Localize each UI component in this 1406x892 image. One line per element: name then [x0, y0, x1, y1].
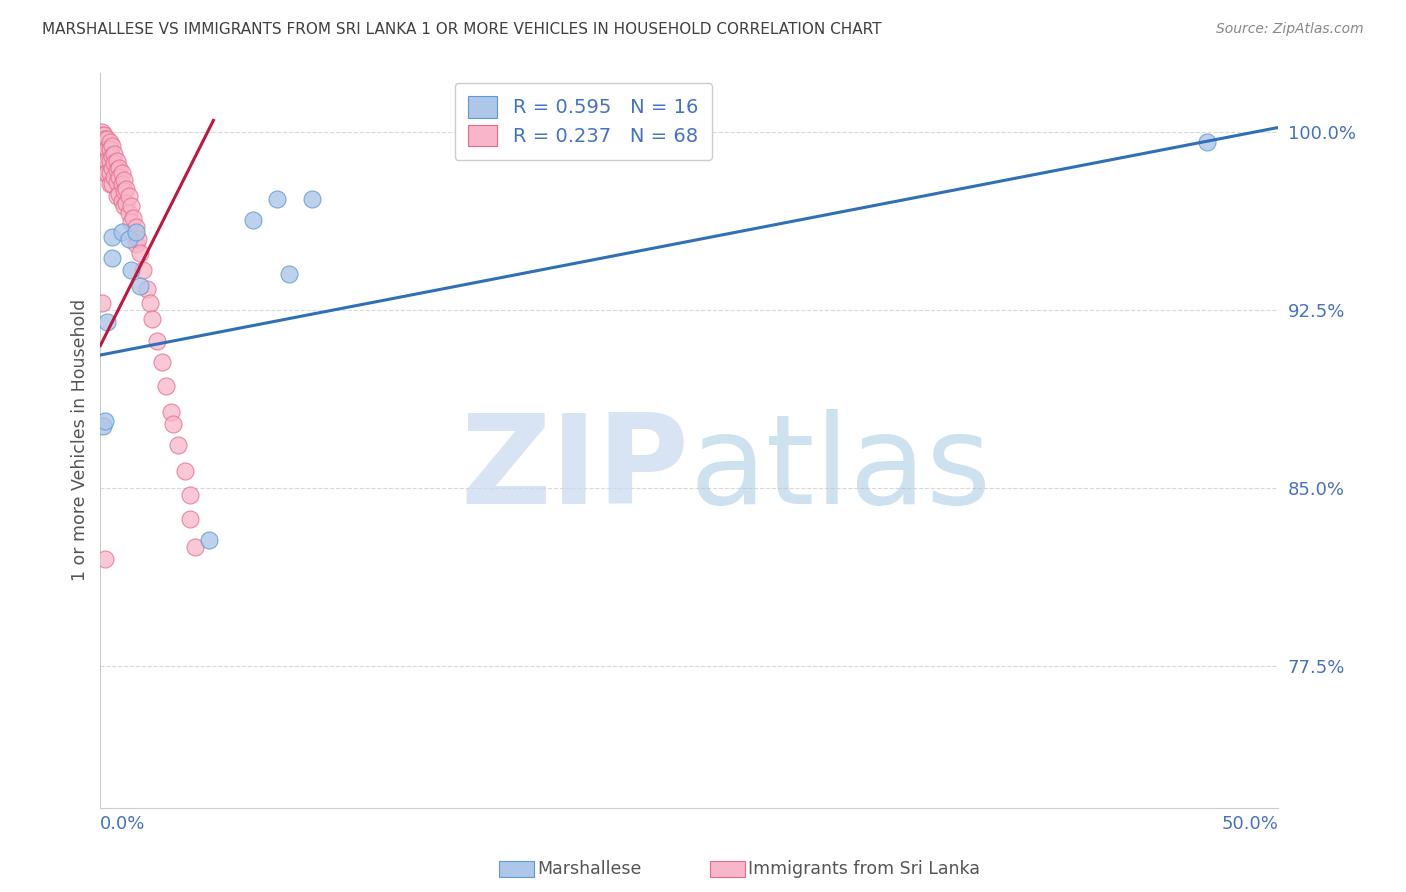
Point: [120, 199, 142, 213]
Point: [98, 142, 121, 156]
Point: [179, 511, 201, 525]
Point: [108, 170, 131, 185]
Text: 50.0%: 50.0%: [1222, 815, 1278, 833]
Point: [129, 279, 152, 293]
Point: [101, 149, 124, 163]
Point: [101, 178, 124, 192]
Point: [94, 165, 117, 179]
Text: 0.0%: 0.0%: [100, 815, 146, 833]
Point: [98, 153, 121, 168]
Point: [101, 161, 124, 175]
Point: [101, 251, 124, 265]
Point: [117, 189, 139, 203]
Point: [93, 137, 115, 152]
Point: [110, 165, 132, 179]
Point: [125, 220, 148, 235]
Point: [96, 165, 118, 179]
Point: [98, 165, 121, 179]
Point: [94, 552, 117, 566]
Point: [94, 414, 117, 428]
Point: [91, 132, 114, 146]
Point: [93, 128, 115, 142]
Point: [90, 125, 112, 139]
Point: [115, 182, 138, 196]
Point: [167, 438, 190, 452]
Point: [136, 282, 159, 296]
Point: [139, 296, 162, 310]
Point: [125, 236, 148, 251]
Point: [129, 246, 152, 260]
Point: [91, 419, 114, 434]
Point: [112, 185, 135, 199]
Point: [120, 262, 142, 277]
Point: [127, 232, 149, 246]
Point: [112, 172, 135, 186]
Point: [94, 142, 117, 156]
Point: [98, 135, 121, 149]
Point: [141, 312, 163, 326]
Point: [115, 196, 138, 211]
Point: [103, 170, 125, 185]
Point: [1197, 135, 1219, 149]
Point: [96, 132, 118, 146]
Text: Marshallese: Marshallese: [537, 860, 641, 878]
Text: atlas: atlas: [689, 409, 991, 530]
Point: [108, 186, 131, 201]
Point: [91, 142, 114, 156]
Point: [105, 175, 128, 189]
Point: [98, 178, 121, 192]
Point: [96, 315, 118, 329]
Point: [277, 268, 299, 282]
Point: [146, 334, 169, 348]
Text: MARSHALLESE VS IMMIGRANTS FROM SRI LANKA 1 OR MORE VEHICLES IN HOUSEHOLD CORRELA: MARSHALLESE VS IMMIGRANTS FROM SRI LANKA…: [42, 22, 882, 37]
Point: [91, 128, 114, 142]
Point: [155, 379, 177, 393]
Point: [110, 225, 132, 239]
Point: [162, 417, 184, 431]
Point: [183, 540, 205, 554]
Point: [110, 178, 132, 192]
Point: [103, 146, 125, 161]
Point: [301, 192, 323, 206]
Point: [266, 192, 288, 206]
Point: [122, 211, 145, 225]
Point: [108, 161, 131, 175]
Point: [105, 163, 128, 178]
Legend: R = 0.595   N = 16, R = 0.237   N = 68: R = 0.595 N = 16, R = 0.237 N = 68: [454, 83, 711, 160]
Point: [132, 262, 155, 277]
Text: Source: ZipAtlas.com: Source: ZipAtlas.com: [1216, 22, 1364, 37]
Point: [105, 189, 128, 203]
Point: [94, 132, 117, 146]
Point: [101, 139, 124, 153]
Point: [90, 296, 112, 310]
Point: [120, 215, 142, 229]
Point: [112, 199, 135, 213]
Point: [110, 194, 132, 208]
Point: [94, 153, 117, 168]
Point: [101, 229, 124, 244]
Point: [96, 153, 118, 168]
Point: [197, 533, 219, 547]
Point: [150, 355, 173, 369]
Point: [96, 142, 118, 156]
Point: [125, 225, 148, 239]
Point: [160, 405, 183, 419]
Point: [179, 488, 201, 502]
Point: [103, 156, 125, 170]
Text: ZIP: ZIP: [461, 409, 689, 530]
Y-axis label: 1 or more Vehicles in Household: 1 or more Vehicles in Household: [72, 299, 89, 582]
Text: Immigrants from Sri Lanka: Immigrants from Sri Lanka: [748, 860, 980, 878]
Point: [105, 153, 128, 168]
Point: [91, 153, 114, 168]
Point: [93, 146, 115, 161]
Point: [174, 464, 197, 478]
Point: [117, 206, 139, 220]
Point: [117, 232, 139, 246]
Point: [242, 213, 264, 227]
